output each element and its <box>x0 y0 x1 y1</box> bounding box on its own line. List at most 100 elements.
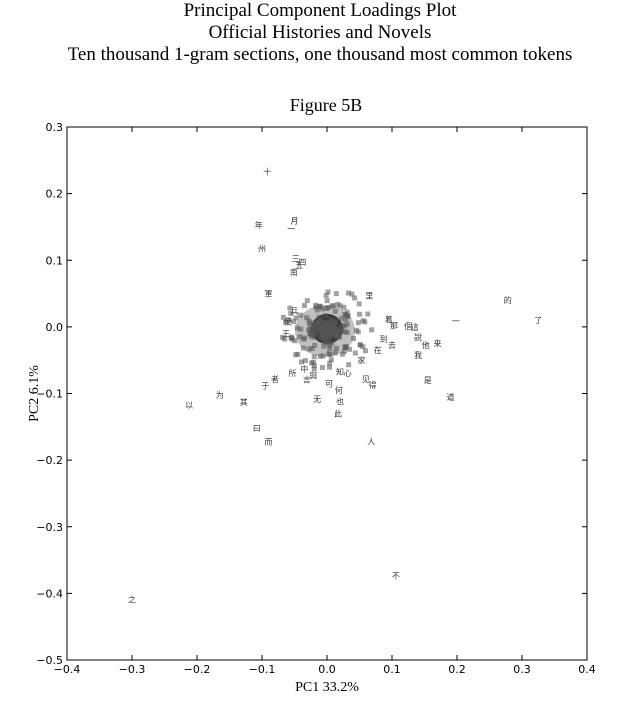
point-label: 着 <box>385 315 393 325</box>
x-tick-label: 0.0 <box>318 663 336 676</box>
point-label: 以 <box>185 401 193 410</box>
cluster-glyph <box>337 333 343 339</box>
x-tick-label: 0.4 <box>578 663 596 676</box>
point-label: 曰 <box>253 424 261 433</box>
cluster-glyph <box>324 322 330 328</box>
cluster-glyph <box>329 331 335 337</box>
cluster-glyph <box>342 344 348 350</box>
y-tick-label: −0.1 <box>36 388 63 401</box>
x-tick-label: −0.4 <box>54 663 81 676</box>
cluster-glyph <box>339 322 345 328</box>
x-tick-label: −0.3 <box>119 663 146 676</box>
header-line-2: Official Histories and Novels <box>208 22 432 43</box>
plot-frame <box>66 126 588 661</box>
cluster-glyph <box>301 303 307 309</box>
x-tick-label: 0.1 <box>383 663 401 676</box>
cluster-glyph <box>320 353 326 359</box>
point-label: 使 <box>284 317 292 327</box>
cluster-glyph <box>311 334 317 340</box>
cluster-glyph <box>302 358 308 364</box>
point-label: 州 <box>258 244 266 253</box>
cluster-glyph <box>365 311 371 317</box>
y-tick-label: −0.4 <box>36 587 63 600</box>
point-label: 軍 <box>265 290 273 299</box>
cluster-glyph <box>311 354 317 360</box>
cluster-glyph <box>369 327 375 333</box>
x-tick-label: −0.1 <box>249 663 276 676</box>
cluster-glyph <box>326 351 332 357</box>
cluster-glyph <box>326 335 332 341</box>
cluster-glyph <box>327 342 333 348</box>
x-tick-label: 0.2 <box>448 663 466 676</box>
point-label: 到 <box>380 335 388 344</box>
cluster-glyph <box>356 301 362 307</box>
cluster-glyph <box>286 317 292 323</box>
cluster-glyph <box>345 290 351 296</box>
cluster-glyph <box>339 328 345 334</box>
point-label: 人 <box>367 437 375 446</box>
cluster-glyph <box>325 289 331 295</box>
cluster-glyph <box>328 357 334 363</box>
cluster-glyph <box>323 293 329 299</box>
point-label: 說 <box>414 332 422 342</box>
cluster-glyph <box>346 362 352 368</box>
cluster-glyph <box>341 304 347 310</box>
point-label: 一 <box>287 224 295 233</box>
point-label: 我 <box>414 350 422 360</box>
x-tick-label: 0.3 <box>513 663 531 676</box>
point-label: 五 <box>295 261 303 270</box>
cluster-glyph <box>321 321 327 327</box>
cluster-glyph <box>316 314 322 320</box>
point-label: 的 <box>504 295 512 305</box>
point-label: 了 <box>534 316 542 325</box>
cluster-glyph <box>319 365 325 371</box>
cluster-glyph <box>343 317 349 323</box>
cluster-glyph <box>342 311 348 317</box>
cluster-glyph <box>352 350 358 356</box>
cluster-glyph <box>304 315 310 321</box>
cluster-glyph <box>311 363 317 369</box>
point-label: 在 <box>374 345 382 355</box>
point-label: 四 <box>298 258 306 267</box>
cluster-glyph <box>317 319 323 325</box>
cluster-glyph <box>329 303 335 309</box>
point-label: 道 <box>447 392 455 402</box>
point-label: 知 <box>336 367 344 377</box>
point-label: 個 <box>404 321 412 331</box>
cluster-glyph <box>355 329 361 335</box>
x-axis-ticks: −0.4 −0.3 −0.2 −0.1 0.0 0.1 0.2 0.3 0.4 <box>54 127 596 676</box>
cluster-glyph <box>300 345 306 351</box>
cluster-glyph <box>339 351 345 357</box>
point-label: 去 <box>388 340 396 350</box>
cluster-glyph <box>352 295 358 301</box>
cluster-glyph <box>332 318 338 324</box>
cluster-glyph <box>331 324 337 330</box>
cluster-glyph <box>339 315 345 321</box>
point-label: 者 <box>271 375 279 384</box>
point-label: 兵 <box>291 306 299 316</box>
point-label: 而 <box>265 437 273 446</box>
cluster-glyph <box>356 320 362 326</box>
cluster-glyph <box>321 332 327 338</box>
point-label: 十 <box>263 167 271 177</box>
cluster-glyph <box>327 326 333 332</box>
cluster-glyph <box>315 329 321 335</box>
cluster-glyph <box>334 345 340 351</box>
point-label: 其 <box>240 398 248 407</box>
cluster-glyph <box>320 329 326 335</box>
cluster-glyph <box>312 319 318 325</box>
point-label: 何 <box>335 385 343 395</box>
cluster-glyph <box>291 319 297 325</box>
cluster-glyph <box>332 350 338 356</box>
cluster-glyph <box>280 314 286 320</box>
cluster-glyph <box>321 335 327 341</box>
cluster-glyph <box>357 311 363 317</box>
cluster-glyph <box>342 329 348 335</box>
point-label: 月 <box>291 216 299 225</box>
header-line-1: Principal Component Loadings Plot <box>183 0 457 21</box>
y-tick-label: −0.5 <box>36 654 63 667</box>
y-tick-label: 0.0 <box>46 321 64 334</box>
point-label: 他 <box>422 340 430 350</box>
cluster-glyph <box>299 359 305 365</box>
